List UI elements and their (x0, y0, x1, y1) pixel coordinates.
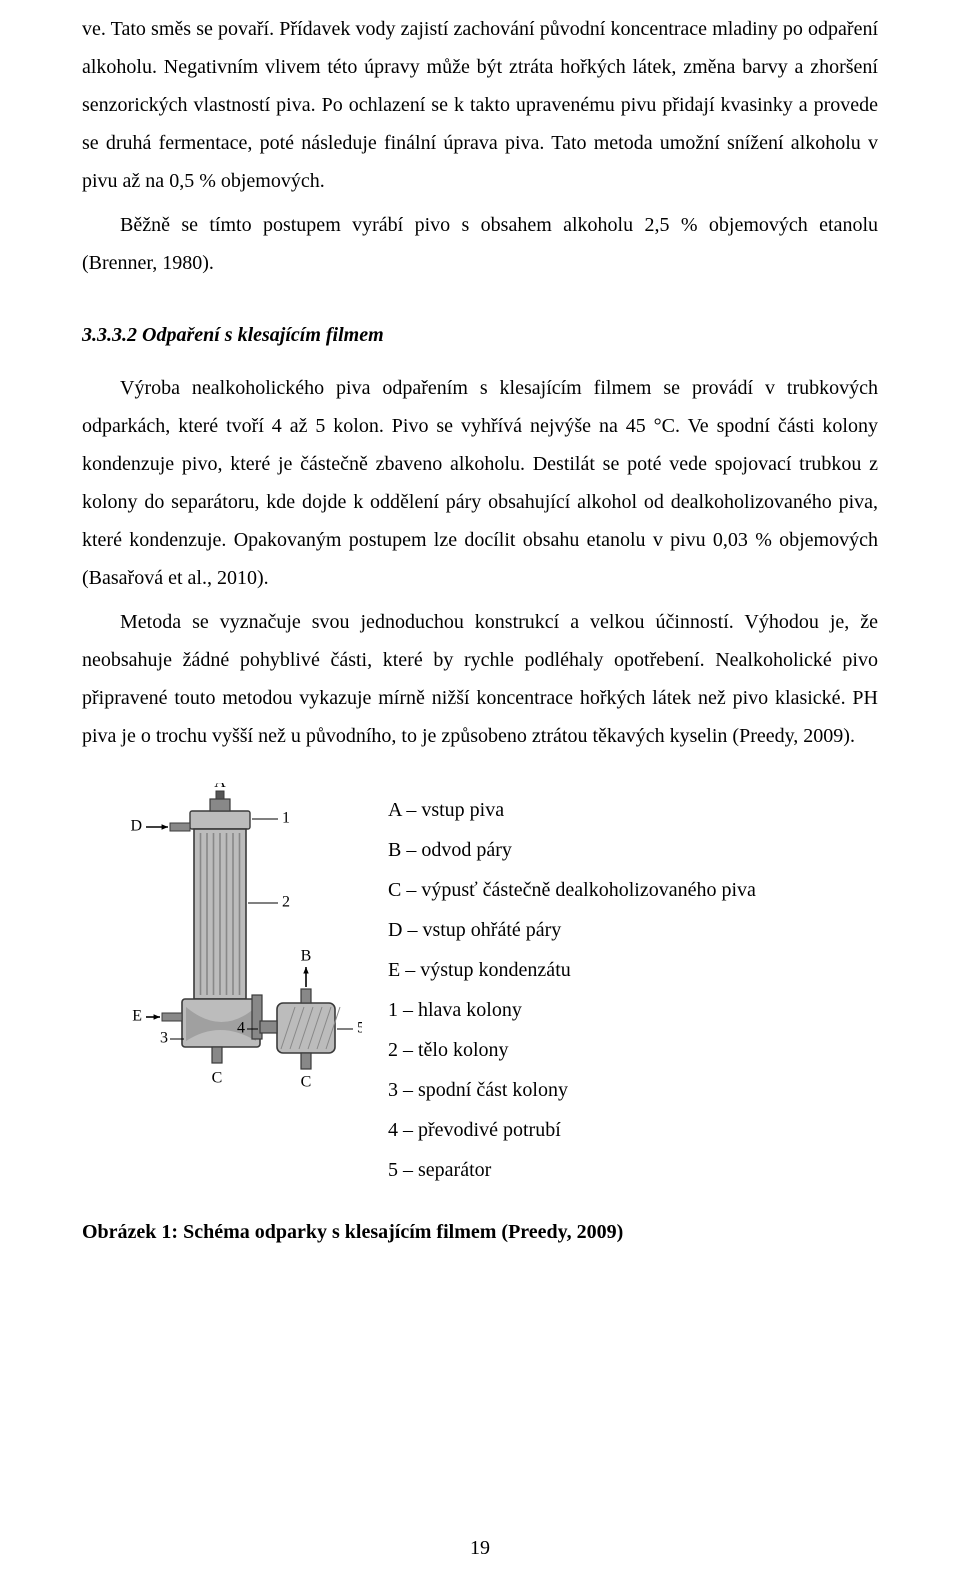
svg-text:E: E (132, 1008, 142, 1025)
figure-caption: Obrázek 1: Schéma odparky s klesajícím f… (82, 1221, 878, 1244)
svg-text:3: 3 (160, 1030, 168, 1047)
svg-text:C: C (301, 1074, 312, 1091)
svg-text:A: A (214, 783, 226, 791)
svg-text:2: 2 (282, 894, 290, 911)
page-number: 19 (0, 1537, 960, 1560)
svg-text:4: 4 (237, 1020, 245, 1037)
legend-line-7: 3 – spodní část kolony (388, 1071, 878, 1109)
legend-line-8: 4 – převodivé potrubí (388, 1111, 878, 1149)
evaporator-diagram-icon: A D 1 2 B E 3 4 5 C C (112, 783, 362, 1113)
legend-line-3: D – vstup ohřáté páry (388, 911, 878, 949)
legend-line-1: B – odvod páry (388, 831, 878, 869)
figure-legend: A – vstup pivaB – odvod páryC – výpusť č… (388, 783, 878, 1191)
figure-diagram: A D 1 2 B E 3 4 5 C C (82, 783, 362, 1118)
paragraph-4: Metoda se vyznačuje svou jednoduchou kon… (82, 603, 878, 755)
svg-text:5: 5 (357, 1020, 362, 1037)
legend-line-9: 5 – separátor (388, 1151, 878, 1189)
paragraph-3: Výroba nealkoholického piva odpařením s … (82, 369, 878, 597)
svg-text:B: B (301, 948, 312, 965)
legend-line-4: E – výstup kondenzátu (388, 951, 878, 989)
legend-line-0: A – vstup piva (388, 791, 878, 829)
svg-text:1: 1 (282, 810, 290, 827)
paragraph-2: Běžně se tímto postupem vyrábí pivo s ob… (82, 206, 878, 282)
legend-line-2: C – výpusť částečně dealkoholizovaného p… (388, 871, 878, 909)
page: ve. Tato směs se povaří. Přídavek vody z… (0, 0, 960, 1580)
section-heading: 3.3.3.2 Odpaření s klesajícím filmem (82, 324, 878, 347)
legend-line-5: 1 – hlava kolony (388, 991, 878, 1029)
legend-line-6: 2 – tělo kolony (388, 1031, 878, 1069)
svg-text:D: D (130, 818, 142, 835)
paragraph-1: ve. Tato směs se povaří. Přídavek vody z… (82, 10, 878, 200)
svg-text:C: C (212, 1070, 223, 1087)
figure-row: A D 1 2 B E 3 4 5 C C A – vstup pivaB – odvod páry… (82, 783, 878, 1191)
